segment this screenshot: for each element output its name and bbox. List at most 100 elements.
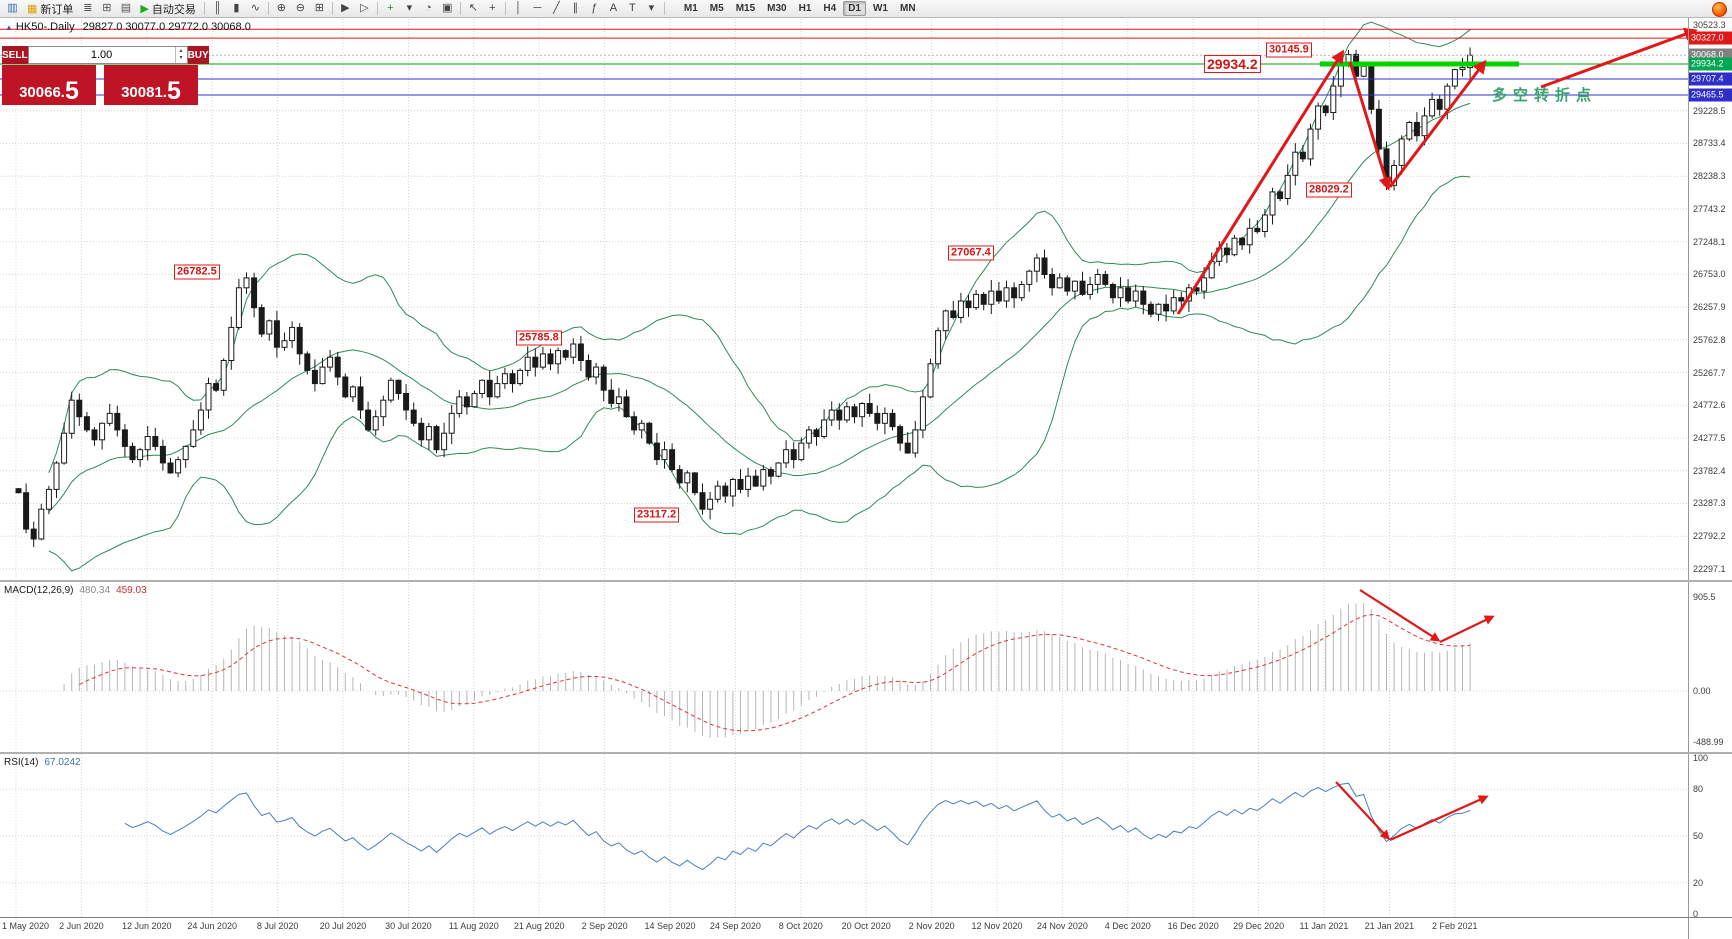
rsi-axis-label: 20 xyxy=(1693,877,1704,888)
timeframe-d1[interactable]: D1 xyxy=(843,1,866,16)
price-axis-label: 22792.2 xyxy=(1693,531,1726,542)
price-axis-label: 25267.7 xyxy=(1693,367,1726,378)
buy-price-button[interactable]: 30081. 5 xyxy=(104,65,198,105)
terminal-icon[interactable]: ▤ xyxy=(120,2,132,14)
line-chart-icon[interactable]: ∿ xyxy=(250,2,260,14)
new-order-button[interactable]: ▦ 新订单 xyxy=(22,1,78,16)
price-level-badge: 30327.0 xyxy=(1689,31,1732,45)
trend-arrow[interactable] xyxy=(1388,59,1487,188)
cursor-icon[interactable]: ↖ xyxy=(468,2,478,14)
time-axis-divider xyxy=(0,917,1732,918)
macd-name: MACD(12,26,9) xyxy=(4,585,74,596)
price-callout[interactable]: 26782.5 xyxy=(174,264,220,280)
vertical-line-icon[interactable]: │ xyxy=(514,2,522,14)
candlestick-chart-icon[interactable]: ▮ xyxy=(233,2,240,14)
indicators-icon[interactable]: + xyxy=(387,2,394,14)
toolbar: ▥ ▦ 新订单 ≣ ⊞ ▤ ▶ 自动交易 ║ ▮ ∿ ⊕ ⊖ ⊞ ▶ ▷ + ▾ ◔ ▣ ↖ + │ ─ ╱ ∥ ƒ A T ▾ M1 M5 M… xyxy=(0,0,1732,18)
crosshair-icon[interactable]: + xyxy=(489,2,496,14)
trend-arrow[interactable] xyxy=(1176,49,1345,315)
templates-icon[interactable]: ▣ xyxy=(442,2,453,14)
time-axis-label: 12 Nov 2020 xyxy=(971,921,1023,931)
price-axis-label: 28733.4 xyxy=(1693,138,1726,149)
indicators-dropdown-icon[interactable]: ▾ xyxy=(406,2,413,14)
price-callout[interactable]: 30145.9 xyxy=(1266,42,1312,58)
market-watch-icon[interactable]: ≣ xyxy=(83,2,93,14)
lot-spinner: ▴ ▾ xyxy=(174,47,187,63)
autotrading-button[interactable]: ▶ 自动交易 xyxy=(135,1,200,16)
bollinger-lower-band xyxy=(48,175,1471,572)
timeframe-m15[interactable]: M15 xyxy=(735,3,756,14)
price-axis-label: 25762.8 xyxy=(1693,334,1726,345)
price-axis-label: 23782.4 xyxy=(1693,465,1726,476)
sell-price-pip: 5 xyxy=(64,77,79,105)
trend-arrow[interactable] xyxy=(1348,61,1392,191)
timeframe-mn[interactable]: MN xyxy=(899,3,916,14)
grid-layer xyxy=(0,19,1688,917)
zoom-in-icon[interactable]: ⊕ xyxy=(276,2,286,14)
toolbar-separator xyxy=(376,2,378,15)
text-icon[interactable]: A xyxy=(609,2,618,14)
price-axis-label: 26257.9 xyxy=(1693,302,1726,313)
lot-size-input[interactable] xyxy=(28,47,175,63)
lot-decrease-icon[interactable]: ▾ xyxy=(179,55,183,61)
timeframe-m5[interactable]: M5 xyxy=(709,3,724,14)
chart-window-icon[interactable]: ▥ xyxy=(7,2,18,14)
time-axis-label: 20 Jul 2020 xyxy=(319,921,367,931)
horizontal-line-icon[interactable]: ─ xyxy=(533,2,542,14)
timeframe-h1[interactable]: H1 xyxy=(798,3,812,14)
zoom-out-icon[interactable]: ⊖ xyxy=(295,2,305,14)
bar-chart-icon[interactable]: ║ xyxy=(213,2,222,14)
autotrading-button-label: 自动交易 xyxy=(151,3,196,16)
time-axis-label: 1 May 2020 xyxy=(2,921,50,931)
shapes-dropdown-icon[interactable]: ▾ xyxy=(648,2,655,14)
price-callout[interactable]: 29934.2 xyxy=(1204,55,1261,73)
price-callout[interactable]: 28029.2 xyxy=(1306,182,1352,198)
macd-axis-label: -488.99 xyxy=(1693,736,1724,747)
trend-arrow[interactable] xyxy=(1439,615,1495,643)
sell-button[interactable]: SELL xyxy=(2,46,28,64)
price-callout[interactable]: 27067.4 xyxy=(948,245,994,261)
macd-signal-line xyxy=(79,614,1471,732)
timeframe-w1[interactable]: W1 xyxy=(872,3,888,14)
chinese-note-text[interactable]: 多空转折点 xyxy=(1492,87,1598,104)
panel-separator[interactable] xyxy=(0,580,1732,582)
channel-icon[interactable]: ∥ xyxy=(572,2,579,14)
rsi-axis-label: 50 xyxy=(1693,831,1704,841)
trend-arrow[interactable] xyxy=(1335,781,1391,841)
navigator-icon[interactable]: ⊞ xyxy=(102,2,112,14)
notification-badge-icon[interactable] xyxy=(1712,2,1727,17)
price-callout[interactable]: 23117.2 xyxy=(634,507,680,523)
trend-arrow[interactable] xyxy=(1540,27,1698,89)
lot-increase-icon[interactable]: ▴ xyxy=(179,48,183,54)
trend-arrow[interactable] xyxy=(1389,795,1489,842)
time-axis-label: 2 Nov 2020 xyxy=(908,921,955,931)
time-axis-label: 21 Jan 2021 xyxy=(1364,921,1415,931)
auto-scroll-icon[interactable]: ▶ xyxy=(341,2,350,14)
rsi-axis-label: 100 xyxy=(1693,753,1709,763)
trendline-icon[interactable]: ╱ xyxy=(553,2,560,14)
sell-price-button[interactable]: 30066. 5 xyxy=(2,65,96,105)
rsi-name: RSI(14) xyxy=(4,757,39,768)
price-level-badge: 29934.2 xyxy=(1689,57,1732,71)
price-axis-label: 24772.6 xyxy=(1693,400,1726,411)
timeframe-m30[interactable]: M30 xyxy=(767,3,787,14)
new-order-icon: ▦ xyxy=(27,3,38,15)
price-axis-label: 30523.3 xyxy=(1693,20,1726,31)
price-callout[interactable]: 25785.8 xyxy=(516,330,562,346)
fibonacci-icon[interactable]: ƒ xyxy=(591,2,598,14)
timeframe-h4[interactable]: H4 xyxy=(823,3,837,14)
timeframe-m1[interactable]: M1 xyxy=(683,3,698,14)
ohlc-values: 29827.0 30077.0 29772.0 30068.0 xyxy=(82,21,251,33)
periods-icon[interactable]: ◔ xyxy=(425,2,432,14)
trend-arrow[interactable] xyxy=(1359,589,1441,642)
buy-button[interactable]: BUY xyxy=(187,46,209,64)
time-axis-label: 2 Sep 2020 xyxy=(581,921,628,931)
chart-shift-icon[interactable]: ▷ xyxy=(360,2,369,14)
label-icon[interactable]: T xyxy=(629,2,636,14)
buy-price: 30081. xyxy=(121,84,167,101)
tile-windows-icon[interactable]: ⊞ xyxy=(314,2,324,14)
panel-separator[interactable] xyxy=(0,752,1732,754)
time-axis-label: 11 Aug 2020 xyxy=(448,921,499,931)
